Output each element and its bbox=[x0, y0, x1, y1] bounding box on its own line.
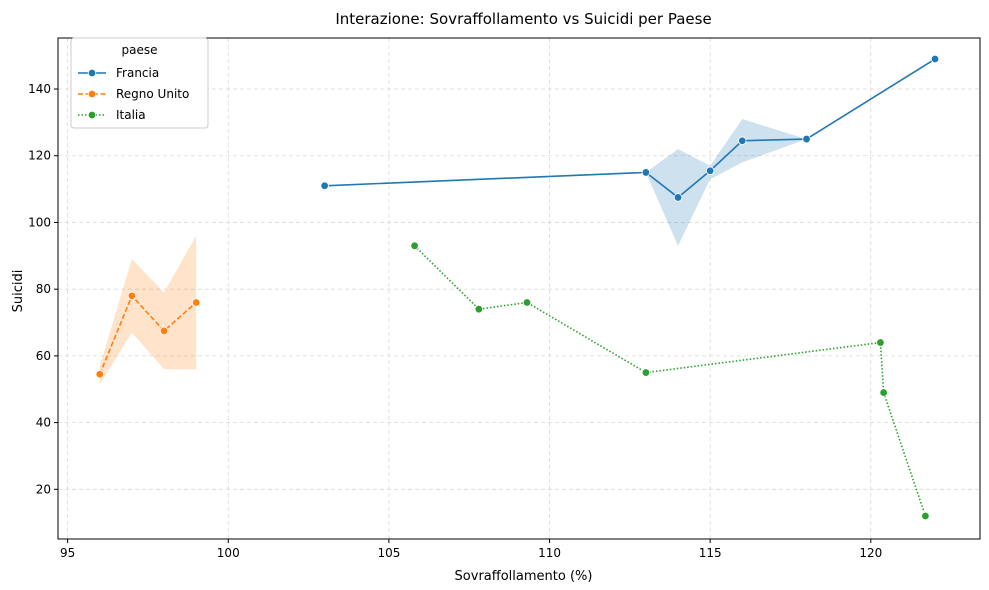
ci-band-francia bbox=[324, 59, 936, 246]
series-markers bbox=[95, 54, 940, 521]
x-tick-label: 100 bbox=[217, 546, 240, 560]
plot-frame bbox=[57, 37, 981, 540]
confidence-bands bbox=[99, 59, 936, 385]
series-line-italia bbox=[414, 245, 927, 517]
data-point-francia bbox=[320, 181, 329, 190]
y-tick-label: 40 bbox=[36, 416, 51, 430]
y-tick-label: 120 bbox=[28, 149, 51, 163]
x-tick-label: 105 bbox=[377, 546, 400, 560]
ci-band-regno-unito bbox=[99, 235, 197, 385]
x-tick-label: 115 bbox=[699, 546, 722, 560]
legend-label-francia: Francia bbox=[116, 66, 159, 80]
x-tick-label: 120 bbox=[859, 546, 882, 560]
series-line-regno-unito bbox=[99, 294, 197, 375]
data-point-regno-unito bbox=[159, 326, 169, 336]
data-point-francia bbox=[705, 166, 715, 175]
series-line-francia bbox=[324, 58, 936, 199]
data-point-regno-unito bbox=[95, 370, 104, 379]
chart-title: Interazione: Sovraffollamento vs Suicidi… bbox=[335, 10, 711, 28]
y-tick-label: 140 bbox=[28, 82, 51, 96]
x-tick-label: 110 bbox=[538, 546, 561, 560]
data-point-italia bbox=[474, 304, 484, 314]
legend-label-regno-unito: Regno Unito bbox=[116, 87, 189, 101]
data-point-italia bbox=[410, 241, 419, 251]
legend-marker-regno-unito bbox=[87, 89, 97, 99]
series-lines bbox=[99, 58, 936, 517]
data-point-francia bbox=[930, 54, 940, 64]
legend-box bbox=[70, 37, 209, 129]
x-axis-label: Sovraffollamento (%) bbox=[455, 569, 593, 584]
legend: paese Francia Regno Unito Italia bbox=[70, 37, 209, 129]
y-axis-label: Suicidi bbox=[11, 270, 26, 313]
y-tick-label: 60 bbox=[36, 349, 51, 363]
y-tick-label: 100 bbox=[28, 215, 51, 229]
x-tick-label: 95 bbox=[60, 546, 75, 560]
legend-marker-italia bbox=[87, 110, 97, 120]
data-point-francia bbox=[641, 168, 651, 177]
data-point-italia bbox=[879, 388, 888, 397]
y-axis-ticks: 20 40 60 80 100 120 140 bbox=[28, 82, 58, 496]
y-tick-label: 20 bbox=[36, 482, 51, 496]
data-point-francia bbox=[802, 134, 811, 144]
data-point-regno-unito bbox=[191, 298, 201, 307]
data-point-italia bbox=[641, 368, 651, 377]
data-point-italia bbox=[921, 511, 930, 521]
legend-label-italia: Italia bbox=[116, 108, 146, 122]
data-point-francia bbox=[673, 193, 683, 202]
data-point-francia bbox=[738, 136, 747, 145]
y-tick-label: 80 bbox=[36, 282, 51, 296]
data-point-regno-unito bbox=[127, 291, 137, 301]
legend-marker-francia bbox=[87, 68, 97, 78]
legend-title: paese bbox=[122, 43, 158, 57]
x-axis-ticks: 95 100 105 110 115 120 bbox=[60, 539, 882, 560]
data-point-italia bbox=[876, 338, 885, 347]
data-point-italia bbox=[522, 298, 532, 307]
